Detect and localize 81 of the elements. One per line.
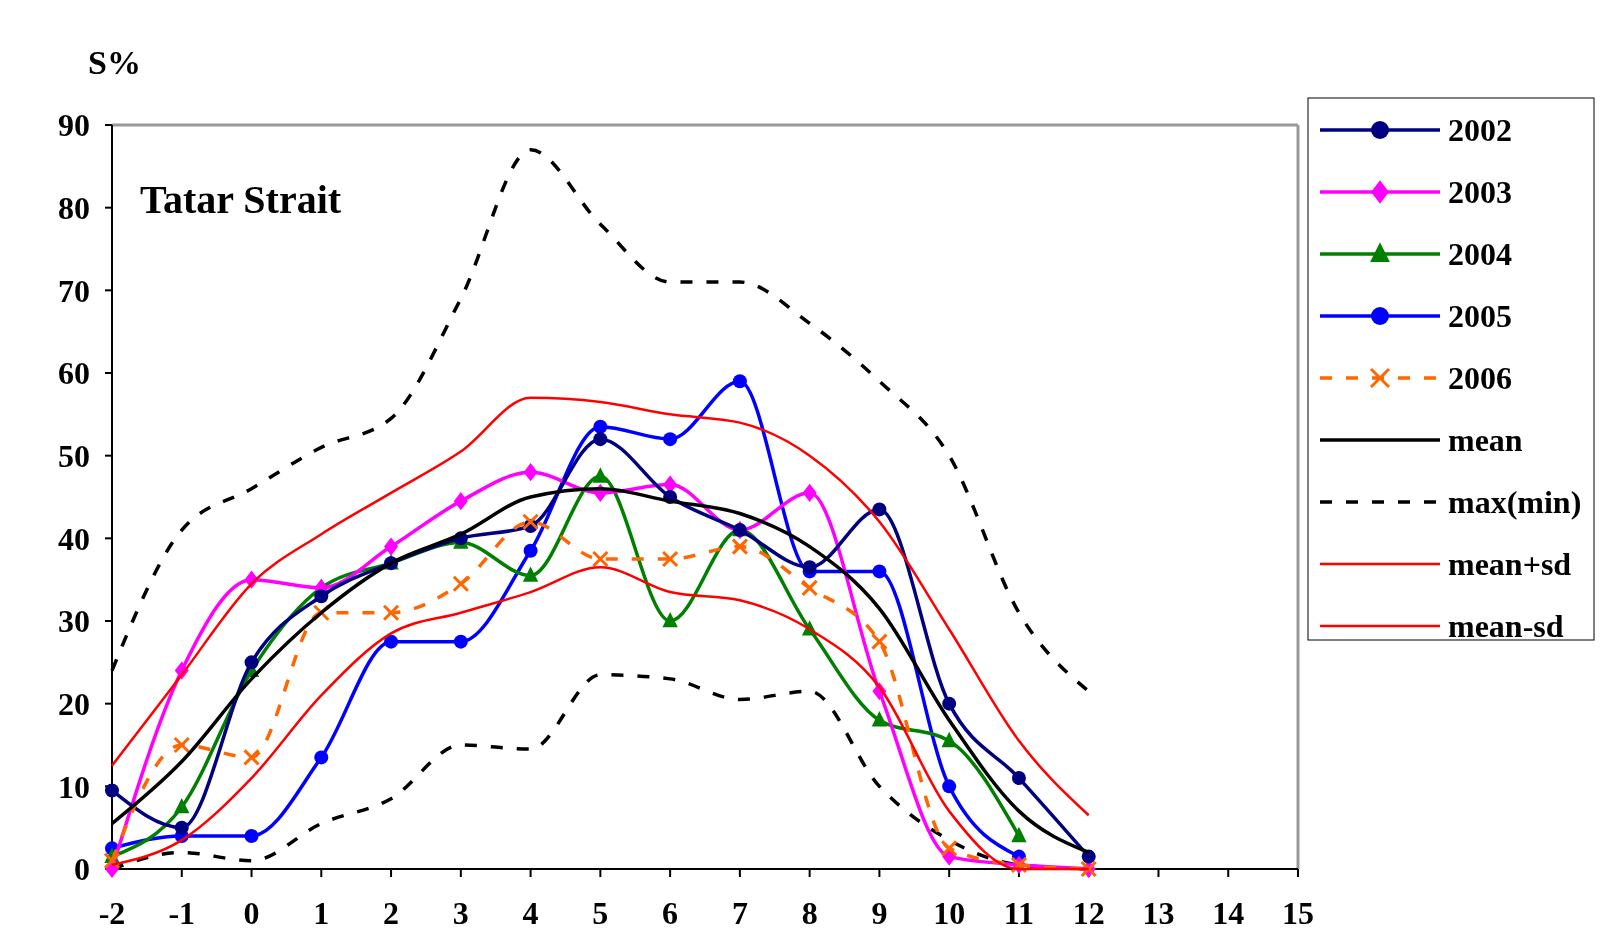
point	[802, 560, 817, 575]
x-tick-label: 14	[1212, 895, 1245, 931]
point	[243, 748, 261, 766]
legend-label: 2005	[1448, 298, 1512, 335]
point	[661, 550, 679, 568]
point	[801, 579, 819, 597]
x-tick-label: 13	[1142, 895, 1175, 931]
y-tick-label: 0	[74, 851, 90, 888]
point	[522, 513, 540, 531]
point	[663, 432, 678, 447]
point	[453, 492, 468, 511]
legend-label: 2002	[1448, 112, 1512, 149]
legend-label: mean+sd	[1448, 546, 1572, 583]
x-tick-label: -2	[98, 895, 126, 931]
legend-label: mean-sd	[1448, 608, 1564, 645]
point	[452, 575, 470, 593]
point	[870, 633, 888, 651]
point	[173, 736, 191, 754]
legend-label: mean	[1448, 422, 1523, 459]
point	[174, 797, 190, 814]
y-tick-label: 60	[58, 355, 90, 392]
y-axis-title: S%	[88, 44, 141, 81]
point	[942, 696, 957, 711]
x-tick-label: 0	[243, 895, 260, 931]
legend-label: max(min)	[1448, 484, 1582, 521]
y-tick-label: 10	[58, 768, 90, 805]
point	[1011, 826, 1027, 843]
point	[940, 839, 958, 857]
point	[593, 432, 608, 447]
x-tick-label: 12	[1072, 895, 1105, 931]
point	[314, 589, 329, 604]
point	[103, 852, 121, 870]
x-tick-label: 1	[313, 895, 330, 931]
x-tick-label: 6	[662, 895, 679, 931]
point	[384, 537, 399, 556]
point	[872, 502, 887, 517]
point	[384, 634, 399, 649]
point	[382, 604, 400, 622]
x-tick-label: 11	[1003, 895, 1035, 931]
point	[732, 374, 747, 389]
y-tick-label: 20	[58, 685, 90, 722]
x-tick-label: 8	[801, 895, 818, 931]
point	[453, 634, 468, 649]
x-tick-label: 4	[522, 895, 539, 931]
y-tick-label: 70	[58, 272, 90, 309]
point	[662, 611, 678, 628]
point	[314, 750, 329, 765]
x-tick-label: 3	[452, 895, 469, 931]
legend-label: 2004	[1448, 236, 1512, 273]
y-tick-label: 30	[58, 603, 90, 640]
point	[523, 543, 538, 558]
x-tick-label: 5	[592, 895, 609, 931]
point	[942, 779, 957, 794]
point	[105, 783, 119, 798]
point	[523, 463, 538, 482]
x-tick-label: 2	[383, 895, 400, 931]
point	[731, 538, 749, 556]
x-tick-label: 7	[731, 895, 748, 931]
x-tick-label: 9	[871, 895, 888, 931]
point	[174, 820, 189, 835]
x-tick-label: 15	[1282, 895, 1314, 931]
x-tick-label: -1	[168, 895, 196, 931]
y-tick-label: 50	[58, 437, 90, 474]
point	[871, 711, 888, 727]
point	[592, 467, 609, 483]
line-series	[110, 396, 1090, 817]
legend-label: 2003	[1448, 174, 1512, 211]
point	[941, 731, 957, 748]
point	[522, 566, 539, 582]
y-tick-label: 90	[58, 107, 90, 144]
legend-label: 2006	[1448, 360, 1512, 397]
point	[802, 483, 817, 502]
text: Tatar Strait	[140, 177, 342, 222]
point	[593, 419, 608, 434]
point	[244, 655, 259, 670]
x-tick-label: 10	[933, 895, 966, 931]
y-tick-label: 80	[58, 189, 90, 226]
point	[872, 564, 887, 579]
point	[244, 828, 259, 843]
point	[1011, 771, 1026, 786]
y-tick-label: 40	[58, 520, 90, 557]
